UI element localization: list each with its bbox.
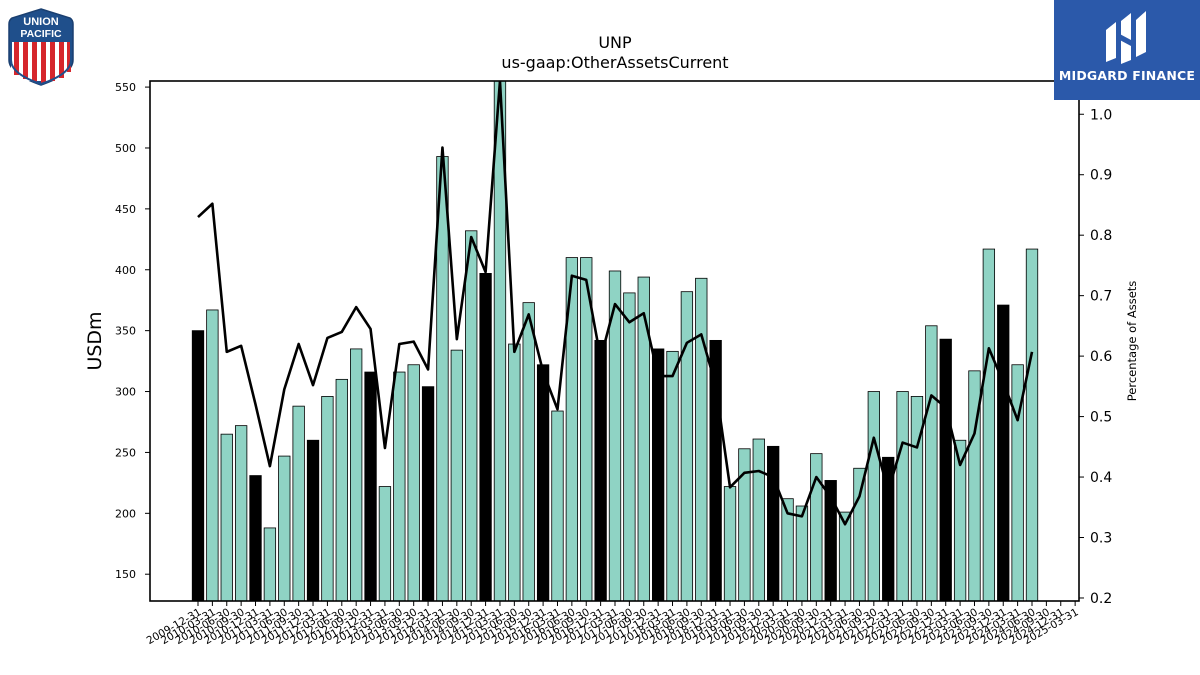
- bar: [853, 467, 866, 602]
- bar: [234, 425, 248, 602]
- y-tick-label: 550: [115, 81, 136, 94]
- bar: [536, 364, 550, 602]
- bar: [350, 348, 363, 602]
- y2-tick-label: 0.6: [1090, 349, 1112, 365]
- union-pacific-logo-line2: PACIFIC: [20, 28, 62, 40]
- bar: [335, 378, 348, 602]
- bar: [421, 386, 435, 602]
- bar: [465, 230, 478, 602]
- y2-tick-label: 0.5: [1090, 410, 1112, 426]
- bar: [896, 391, 909, 602]
- y-tick-label: 400: [115, 264, 136, 277]
- plot-frame: [149, 80, 1080, 602]
- bar: [306, 439, 320, 602]
- y2-tick-label: 0.7: [1090, 289, 1112, 305]
- bar: [680, 291, 694, 602]
- bar: [767, 445, 780, 602]
- bar: [925, 325, 938, 602]
- bar: [522, 302, 535, 602]
- bar: [1025, 248, 1039, 602]
- bar: [939, 338, 952, 602]
- bar: [709, 339, 722, 602]
- bar: [206, 309, 219, 602]
- bar: [407, 364, 420, 602]
- bar: [867, 391, 880, 602]
- bar: [752, 438, 765, 602]
- bar: [191, 330, 205, 602]
- bar: [695, 277, 708, 602]
- y-tick-label: 450: [115, 203, 136, 216]
- bar: [997, 304, 1010, 602]
- y-tick-label: 300: [115, 386, 136, 399]
- y-tick-label: 200: [115, 507, 136, 520]
- midgard-finance-mark-icon: [1106, 11, 1146, 64]
- bar: [508, 343, 521, 602]
- y2-axis-label: Percentage of Assets: [1125, 281, 1139, 402]
- union-pacific-logo: UNION PACIFIC: [8, 8, 74, 86]
- bar: [263, 527, 277, 602]
- bar: [982, 248, 996, 602]
- bar: [321, 396, 334, 602]
- bar: [723, 486, 737, 602]
- bar: [594, 339, 607, 602]
- midgard-finance-logo-text: MIDGARD FINANCE: [1058, 68, 1196, 83]
- bar: [551, 410, 564, 602]
- y-tick-label: 500: [115, 142, 136, 155]
- y2-tick-label: 0.2: [1090, 591, 1112, 607]
- bar: [623, 292, 636, 602]
- bar: [378, 486, 392, 602]
- y2-tick-label: 0.3: [1090, 531, 1112, 547]
- bar: [795, 505, 809, 602]
- bar: [249, 475, 262, 602]
- bar: [278, 455, 291, 602]
- chart-subtitle: us-gaap:OtherAssetsCurrent: [501, 53, 728, 72]
- y2-tick-label: 0.9: [1090, 168, 1112, 184]
- bar: [220, 433, 233, 602]
- bar: [292, 405, 305, 602]
- series-line: [197, 81, 1034, 526]
- bar: [910, 396, 924, 602]
- y-tick-label: 350: [115, 325, 136, 338]
- y-tick-label: 250: [115, 446, 136, 459]
- y2-tick-label: 1.0: [1090, 107, 1112, 123]
- bar: [666, 350, 679, 602]
- y-tick-label: 150: [115, 568, 136, 581]
- bar: [479, 273, 492, 602]
- y-axis-label: USDm: [84, 311, 106, 370]
- bar: [364, 371, 377, 602]
- bar: [393, 371, 406, 602]
- bar: [450, 349, 463, 602]
- chart-title: UNP: [598, 33, 632, 52]
- midgard-finance-logo: MIDGARD FINANCE: [1054, 0, 1200, 100]
- bar: [651, 348, 665, 602]
- y2-tick-label: 0.4: [1090, 470, 1112, 486]
- union-pacific-logo-line1: UNION: [23, 16, 59, 28]
- y2-tick-label: 0.8: [1090, 228, 1112, 244]
